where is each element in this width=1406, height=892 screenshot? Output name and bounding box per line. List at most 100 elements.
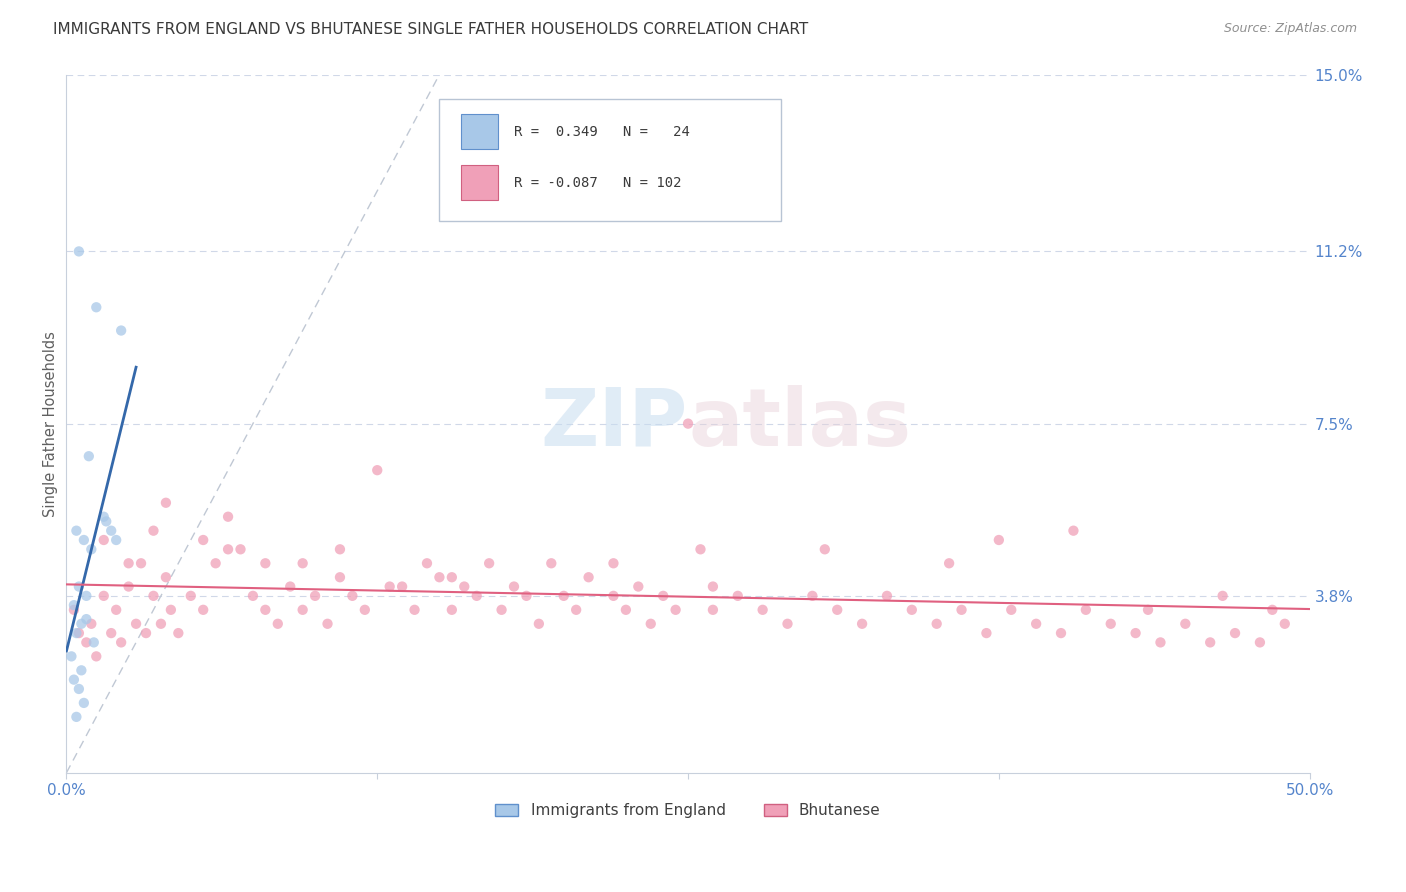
Point: [925, 616, 948, 631]
Point: [105, 533, 128, 547]
Point: [440, 570, 463, 584]
Point: [110, 324, 132, 338]
Point: [366, 463, 388, 477]
Point: [1137, 603, 1160, 617]
Point: [578, 570, 600, 584]
Point: [801, 589, 824, 603]
Point: [378, 580, 401, 594]
Point: [193, 603, 215, 617]
Point: [640, 616, 662, 631]
Point: [1025, 616, 1047, 631]
Point: [110, 635, 132, 649]
Point: [65, 626, 87, 640]
Point: [67, 244, 90, 259]
Point: [254, 603, 277, 617]
Point: [342, 589, 364, 603]
Point: [291, 603, 314, 617]
Point: [105, 603, 128, 617]
Text: atlas: atlas: [688, 384, 911, 463]
Point: [614, 603, 637, 617]
Point: [135, 626, 157, 640]
Point: [938, 556, 960, 570]
Point: [416, 556, 439, 570]
Point: [316, 616, 339, 631]
Point: [987, 533, 1010, 547]
Point: [702, 603, 724, 617]
Point: [204, 556, 226, 570]
Point: [702, 580, 724, 594]
Point: [93, 509, 115, 524]
Point: [950, 603, 973, 617]
Point: [627, 580, 650, 594]
Point: [814, 542, 837, 557]
Point: [1274, 616, 1296, 631]
Point: [825, 603, 848, 617]
Point: [83, 635, 105, 649]
Point: [478, 556, 501, 570]
Point: [602, 556, 624, 570]
Point: [70, 663, 93, 677]
Point: [876, 589, 898, 603]
Point: [515, 589, 537, 603]
Text: IMMIGRANTS FROM ENGLAND VS BHUTANESE SINGLE FATHER HOUSEHOLDS CORRELATION CHART: IMMIGRANTS FROM ENGLAND VS BHUTANESE SIN…: [53, 22, 808, 37]
Point: [84, 649, 107, 664]
FancyBboxPatch shape: [461, 114, 498, 149]
Point: [465, 589, 488, 603]
Point: [1261, 603, 1284, 617]
Point: [267, 616, 290, 631]
Point: [63, 673, 86, 687]
Point: [80, 542, 103, 557]
Point: [1050, 626, 1073, 640]
Point: [117, 580, 139, 594]
Point: [100, 524, 122, 538]
Point: [93, 589, 115, 603]
Point: [540, 556, 562, 570]
Point: [676, 417, 699, 431]
Point: [77, 449, 100, 463]
Point: [665, 603, 688, 617]
Point: [142, 524, 165, 538]
Point: [652, 589, 675, 603]
Point: [63, 603, 86, 617]
Point: [75, 589, 97, 603]
Point: [329, 570, 352, 584]
Point: [75, 635, 97, 649]
Legend: Immigrants from England, Bhutanese: Immigrants from England, Bhutanese: [489, 797, 887, 824]
Text: ZIP: ZIP: [541, 384, 688, 463]
Point: [73, 533, 96, 547]
Point: [73, 696, 96, 710]
Point: [160, 603, 183, 617]
Point: [100, 626, 122, 640]
Point: [217, 542, 239, 557]
FancyBboxPatch shape: [461, 165, 498, 200]
Point: [329, 542, 352, 557]
Point: [149, 616, 172, 631]
Point: [229, 542, 252, 557]
Point: [1099, 616, 1122, 631]
Point: [242, 589, 264, 603]
Point: [75, 612, 97, 626]
Point: [491, 603, 513, 617]
Point: [304, 589, 326, 603]
Point: [180, 589, 202, 603]
Point: [776, 616, 799, 631]
Point: [1149, 635, 1171, 649]
Point: [565, 603, 588, 617]
Point: [1223, 626, 1246, 640]
Text: R = -0.087   N = 102: R = -0.087 N = 102: [515, 176, 682, 190]
Point: [1125, 626, 1147, 640]
Point: [84, 300, 107, 314]
Point: [429, 570, 451, 584]
Point: [553, 589, 575, 603]
Point: [193, 533, 215, 547]
Point: [254, 556, 277, 570]
Text: Source: ZipAtlas.com: Source: ZipAtlas.com: [1223, 22, 1357, 36]
Point: [453, 580, 475, 594]
Y-axis label: Single Father Households: Single Father Households: [44, 331, 58, 516]
Point: [1000, 603, 1022, 617]
Point: [96, 515, 118, 529]
Point: [67, 626, 90, 640]
Point: [142, 589, 165, 603]
Point: [851, 616, 873, 631]
Point: [125, 616, 148, 631]
